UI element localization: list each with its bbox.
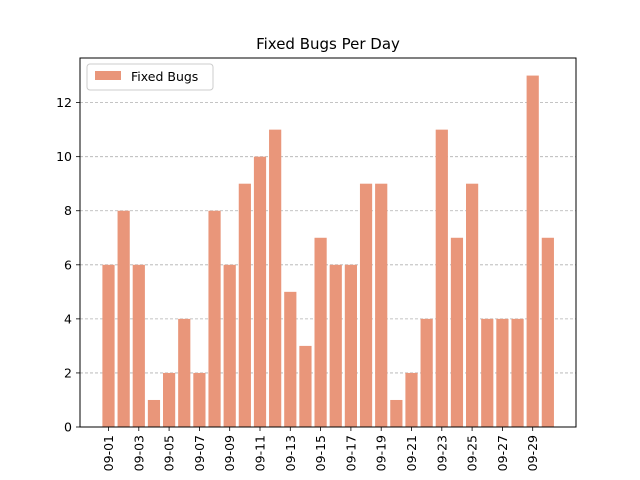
x-tick-label: 09-07 (192, 435, 207, 471)
y-tick-label: 4 (64, 311, 72, 326)
plot-frame (79, 57, 577, 428)
bar-09-10 (238, 183, 251, 427)
x-tick-label: 09-23 (434, 435, 449, 471)
bars (102, 75, 554, 428)
legend-label: Fixed Bugs (131, 69, 198, 84)
y-tick-label: 2 (64, 365, 72, 380)
x-tick-label: 09-19 (374, 435, 389, 471)
x-tick-label: 09-29 (525, 435, 540, 471)
x-tick-label: 09-21 (404, 435, 419, 471)
axes: 0 2 4 6 8 10 12 09-01 09-03 09-05 09-07 09-09 09-11 0… (56, 57, 577, 471)
bar-09-26 (481, 318, 494, 427)
bar-09-03 (132, 264, 145, 427)
legend-box (86, 63, 214, 91)
legend-swatch (95, 71, 121, 80)
bar-09-04 (147, 399, 161, 427)
bar-09-28 (511, 318, 524, 427)
x-tick-label: 09-03 (131, 435, 146, 471)
x-tick-label: 09-13 (283, 435, 298, 471)
x-tick-label: 09-01 (101, 435, 116, 471)
bar-09-22 (420, 318, 433, 427)
x-tick-label: 09-17 (343, 435, 358, 471)
x-tick-label: 09-09 (222, 435, 237, 471)
bar-09-18 (359, 183, 373, 427)
bar-09-12 (269, 129, 282, 427)
x-tick-label: 09-11 (253, 435, 268, 471)
bar-09-06 (178, 318, 191, 427)
bar-09-01 (102, 264, 115, 427)
bar-09-16 (329, 264, 342, 427)
bar-09-05 (163, 372, 176, 427)
y-tick-label: 10 (56, 149, 72, 164)
bar-09-09 (223, 264, 236, 427)
bar-09-23 (435, 129, 448, 427)
bar-09-13 (284, 291, 297, 427)
x-tick-label: 09-27 (495, 435, 510, 471)
bar-09-17 (344, 264, 357, 427)
y-tick-label: 6 (64, 257, 72, 272)
bar-09-02 (117, 210, 130, 427)
y-tick-label: 8 (64, 203, 72, 218)
bar-09-24 (450, 237, 464, 427)
bar-09-14 (299, 345, 312, 427)
bar-09-30 (541, 237, 554, 427)
x-tick-label: 09-05 (162, 435, 177, 471)
bar-09-19 (375, 183, 388, 427)
bar-09-29 (526, 75, 539, 427)
x-tick-label: 09-15 (313, 435, 328, 471)
bar-09-11 (253, 156, 267, 428)
y-tick-label: 12 (56, 95, 72, 110)
y-tick-label: 0 (64, 420, 72, 435)
bar-09-07 (193, 372, 206, 427)
bar-09-27 (496, 318, 509, 427)
bar-09-20 (390, 399, 403, 427)
bar-09-15 (314, 237, 327, 427)
bar-09-08 (208, 210, 221, 427)
bar-09-21 (405, 372, 418, 427)
legend: Fixed Bugs (86, 63, 214, 91)
bar-09-25 (466, 183, 479, 427)
chart-title: Fixed Bugs Per Day (256, 35, 400, 53)
grid (80, 102, 576, 374)
x-tick-label: 09-25 (465, 435, 480, 471)
